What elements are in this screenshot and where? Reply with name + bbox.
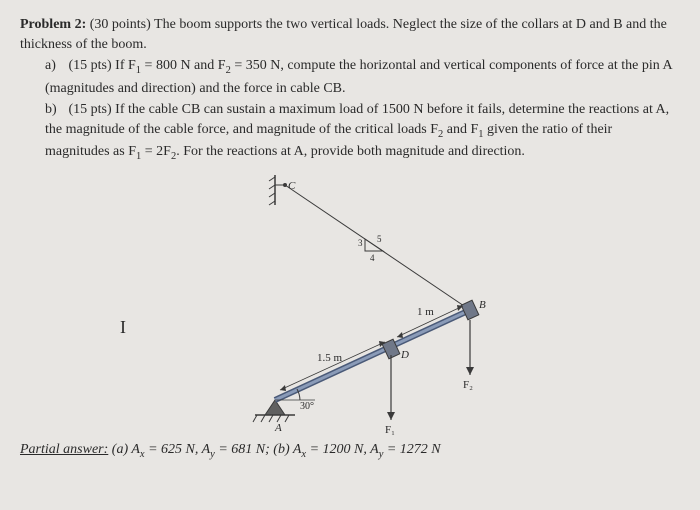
part-b-label: b)	[45, 100, 65, 120]
label-C: C	[288, 180, 296, 192]
label-tri5: 5	[377, 234, 382, 244]
label-A: A	[274, 422, 282, 434]
partial-answer-label: Partial answer:	[20, 442, 108, 457]
boom-diagram: C B A D F₁ F₂ 1 m 1.5 m 30° 3 4 5	[245, 175, 525, 435]
label-30deg: 30°	[300, 401, 314, 412]
label-B: B	[479, 299, 486, 311]
label-F2: F₂	[463, 379, 473, 391]
label-1m: 1 m	[417, 306, 434, 318]
label-15m: 1.5 m	[317, 352, 343, 364]
part-a: a) (15 pts) If F1 = 800 N and F2 = 350 N…	[45, 56, 680, 98]
part-a-label: a)	[45, 56, 65, 76]
label-D: D	[400, 349, 409, 361]
problem-points: (30 points)	[90, 17, 151, 32]
label-tri3: 3	[358, 238, 363, 248]
label-tri4: 4	[370, 253, 375, 263]
partial-answer: Partial answer: (a) Ax = 625 N, Ay = 681…	[20, 440, 680, 462]
problem-header: Problem 2: (30 points) The boom supports…	[20, 15, 680, 54]
figure-container: I	[20, 175, 680, 435]
part-b: b) (15 pts) If the cable CB can sustain …	[45, 100, 680, 165]
part-b-points: (15 pts)	[69, 102, 112, 117]
label-F1: F₁	[385, 424, 395, 435]
text-cursor: I	[120, 315, 126, 340]
part-a-points: (15 pts)	[69, 58, 112, 73]
problem-title: Problem 2:	[20, 17, 86, 32]
